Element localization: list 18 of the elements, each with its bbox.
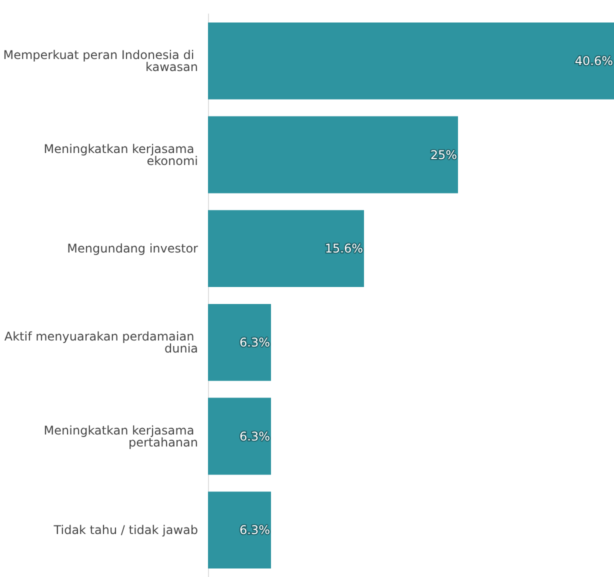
bar [208, 22, 614, 100]
bar [208, 398, 271, 475]
y-tick-label: Aktif menyuarakan perdamaian dunia [4, 329, 198, 356]
data-label: 6.3% [240, 335, 270, 350]
y-tick-label: Mengundang investor [67, 242, 198, 256]
data-label: 40.6% [574, 54, 613, 68]
bar [208, 210, 364, 288]
bar [208, 304, 271, 381]
bar [208, 116, 458, 194]
y-tick-label: Meningkatkan kerjasama pertahanan [44, 423, 198, 450]
y-tick-label: Tidak tahu / tidak jawab [52, 523, 198, 538]
data-label: 6.3% [240, 429, 270, 444]
y-tick-label: Memperkuat peran Indonesia di kawasan [3, 48, 198, 74]
data-label: 6.3% [240, 523, 270, 538]
y-tick-label: Meningkatkan kerjasama ekonomi [44, 142, 198, 168]
data-label: 15.6% [324, 242, 363, 256]
bar [208, 492, 271, 569]
data-label: 25% [430, 148, 457, 162]
